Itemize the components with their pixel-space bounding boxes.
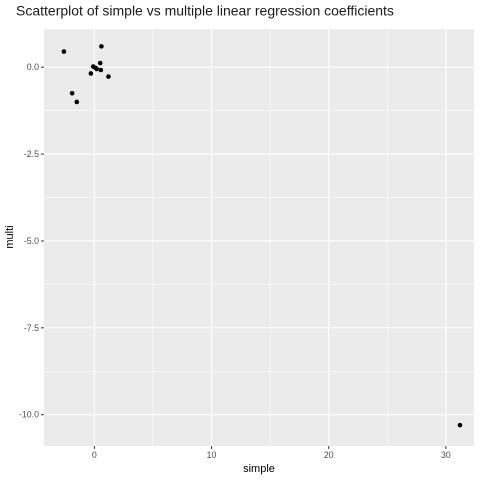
data-point <box>457 422 463 428</box>
plot-panel <box>44 29 474 446</box>
x-tick-label: 30 <box>441 450 451 460</box>
y-axis-title: multi <box>4 225 16 248</box>
data-point <box>61 49 67 54</box>
data-point <box>69 90 75 96</box>
y-tick-label: -7.5 <box>24 323 39 333</box>
x-tick-label: 10 <box>207 450 217 460</box>
data-points <box>61 44 463 428</box>
grid-major <box>44 29 474 446</box>
data-point <box>97 60 103 66</box>
x-tick-label: 0 <box>92 450 97 460</box>
y-tick-label: -5.0 <box>24 236 39 246</box>
x-tick-label: 20 <box>324 450 334 460</box>
data-point <box>106 74 111 79</box>
data-point <box>94 66 100 72</box>
data-point <box>88 71 94 76</box>
data-point <box>98 67 104 73</box>
data-point <box>74 99 80 105</box>
y-tick-label: 0.0 <box>27 62 39 72</box>
x-axis: 0 10 20 30 <box>92 446 451 460</box>
chart-title: Scatterplot of simple vs multiple linear… <box>16 3 394 19</box>
y-tick-label: -2.5 <box>24 149 39 159</box>
x-axis-title: simple <box>243 463 275 475</box>
y-tick-label: -10.0 <box>19 410 39 420</box>
y-axis: 0.0 -2.5 -5.0 -7.5 -10.0 <box>19 62 44 420</box>
data-point <box>99 44 104 49</box>
grid-minor <box>44 29 474 446</box>
